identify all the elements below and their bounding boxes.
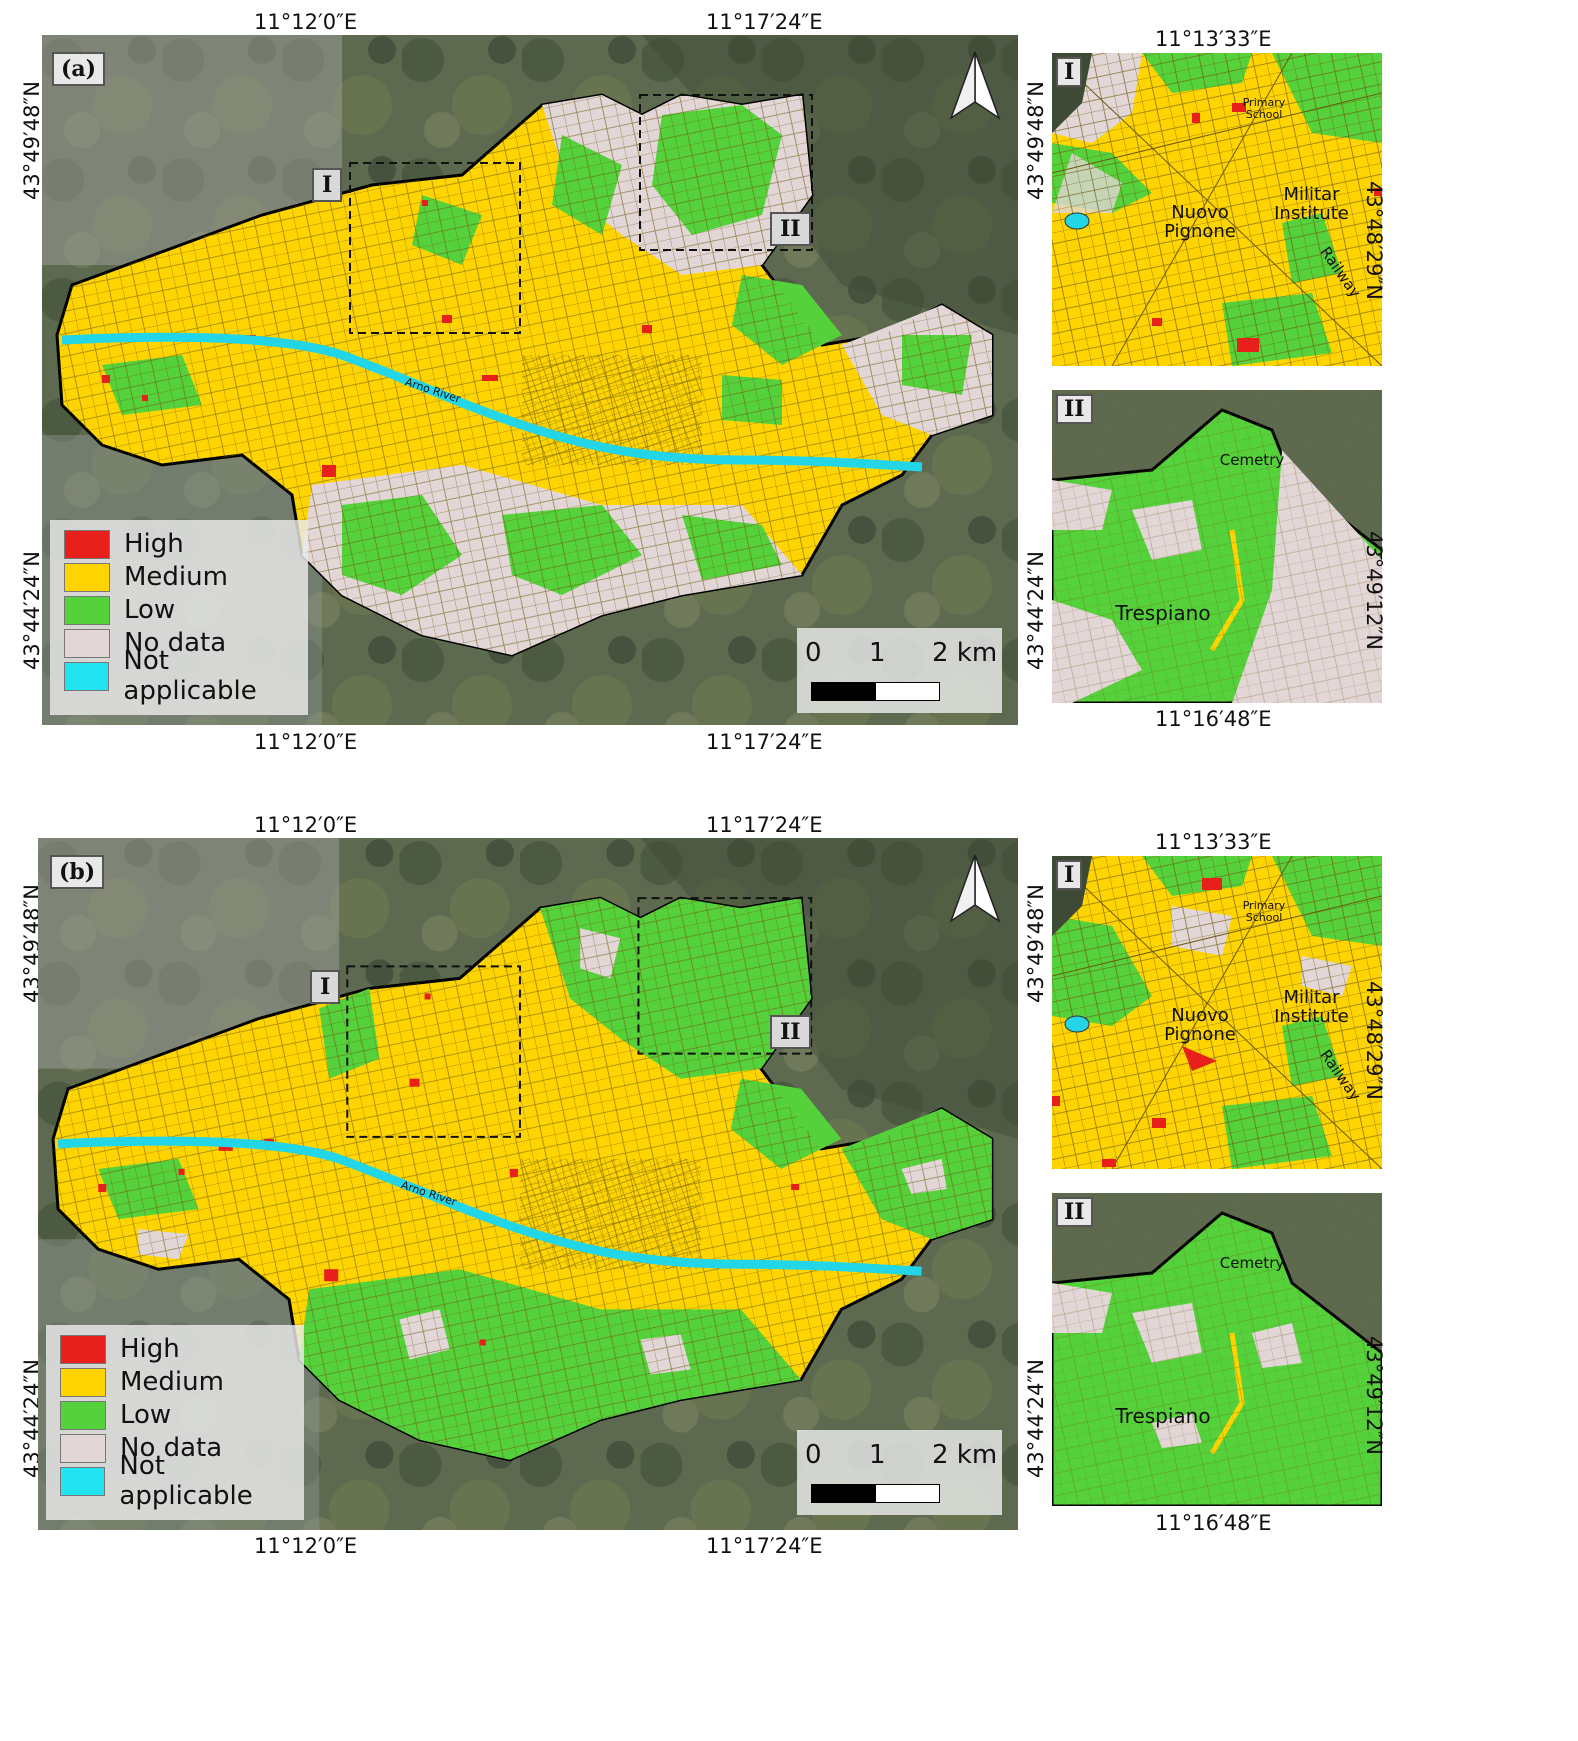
box-label-II: II [770, 1015, 811, 1049]
north-arrow-icon [947, 853, 1003, 923]
scale-label-0: 0 [805, 638, 822, 668]
legend-label: High [120, 1334, 180, 1364]
place-cemetry: Cemetry [1219, 451, 1285, 469]
inset-I-top-coord: 11°13′33″E [1155, 830, 1272, 854]
legend-swatch [64, 529, 110, 559]
place-trespiano: Trespiano [1115, 1404, 1211, 1428]
place-nuovo-pignone: Nuovo Pignone [1164, 202, 1236, 242]
inset-I-map-b[interactable]: I Primary School Militar Institute Nuovo… [1052, 856, 1382, 1169]
scale-label-2: 2 km [932, 638, 998, 668]
legend-label: Not applicable [123, 646, 257, 706]
inset-II-label: II [1056, 1197, 1093, 1227]
place-nuovo-pignone: Nuovo Pignone [1164, 1005, 1236, 1045]
legend-item-medium: Medium [64, 561, 228, 593]
inset-I-map-a[interactable]: I Primary School Militar Institute Nuovo… [1052, 53, 1382, 366]
inset-I-top-coord: 11°13′33″E [1155, 27, 1272, 51]
place-primary-school: Primary School [1242, 96, 1286, 121]
inset-II-label: II [1056, 394, 1093, 424]
box-label-I: I [310, 970, 341, 1004]
legend-label: No data [124, 628, 227, 658]
left-lat-label-2: 43°44′24″N [20, 551, 44, 670]
scale-bar-a: 0 1 2 km [797, 628, 1002, 713]
place-cemetry: Cemetry [1219, 1254, 1285, 1272]
legend-item-no-data: No data [64, 627, 226, 659]
inset-II-bottom-coord: 11°16′48″E [1155, 1511, 1272, 1535]
scale-label-2: 2 km [932, 1440, 998, 1470]
left-lat-label-1: 43°49′48″N [20, 81, 44, 200]
scale-segment-black [811, 682, 877, 701]
legend-label: Low [124, 595, 176, 625]
bottom-lon-label-1: 11°12′0″E [254, 1534, 358, 1558]
top-lon-label-2: 11°17′24″E [706, 10, 823, 34]
panel-label-a: (a) [52, 52, 106, 86]
scale-label-0: 0 [805, 1440, 822, 1470]
panel-label-b: (b) [50, 855, 105, 889]
inset-I-label: I [1056, 57, 1083, 87]
inset-II-right-coord: 43°49′12″N [1362, 531, 1386, 650]
inset-I-right-coord: 43°48′29″N [1362, 981, 1386, 1100]
legend-a: High Medium Low No data Not applicable [50, 520, 308, 715]
legend-label: No data [120, 1433, 223, 1463]
inset-I-label: I [1056, 860, 1083, 890]
right-lat-label-2: 43°44′24″N [1024, 551, 1048, 670]
legend-label: Low [120, 1400, 172, 1430]
box-label-I: I [312, 168, 343, 202]
bottom-lon-label-2: 11°17′24″E [706, 730, 823, 754]
top-lon-label-1: 11°12′0″E [254, 10, 358, 34]
legend-swatch [64, 595, 110, 625]
legend-b: High Medium Low No data Not applicable [46, 1325, 304, 1520]
legend-label: Medium [124, 562, 228, 592]
scale-segment-white [875, 682, 940, 701]
bottom-lon-label-2: 11°17′24″E [706, 1534, 823, 1558]
place-primary-school: Primary School [1242, 899, 1286, 924]
inset-II-map-b[interactable]: II Cemetry Trespiano [1052, 1193, 1382, 1506]
right-lat-label-2: 43°44′24″N [1024, 1359, 1048, 1478]
legend-item-high: High [64, 528, 184, 560]
right-lat-label-1: 43°49′48″N [1024, 884, 1048, 1003]
inset-II-right-coord: 43°49′12″N [1362, 1336, 1386, 1455]
legend-swatch [60, 1367, 106, 1397]
legend-item-not-applicable: Not applicable [60, 1451, 304, 1511]
place-militar-institute: Militar Institute [1274, 184, 1349, 224]
legend-swatch [64, 628, 110, 658]
top-lon-label-2: 11°17′24″E [706, 813, 823, 837]
box-label-II: II [770, 212, 811, 246]
right-lat-label-1: 43°49′48″N [1024, 81, 1048, 200]
scale-segment-white [875, 1484, 940, 1503]
legend-item-high: High [60, 1333, 180, 1365]
place-militar-institute: Militar Institute [1274, 987, 1349, 1027]
legend-swatch [60, 1334, 106, 1364]
scale-segment-black [811, 1484, 877, 1503]
north-arrow-icon [947, 50, 1003, 120]
legend-swatch [64, 661, 110, 691]
legend-swatch [60, 1400, 106, 1430]
place-trespiano: Trespiano [1115, 601, 1211, 625]
legend-swatch [60, 1433, 106, 1463]
legend-swatch [64, 562, 110, 592]
legend-label: Not applicable [119, 1451, 253, 1511]
scale-label-1: 1 [869, 1440, 886, 1470]
bottom-lon-label-1: 11°12′0″E [254, 730, 358, 754]
legend-label: Medium [120, 1367, 224, 1397]
inset-I-right-coord: 43°48′29″N [1362, 181, 1386, 300]
legend-item-not-applicable: Not applicable [64, 646, 308, 706]
inset-II-map-a[interactable]: II Cemetry Trespiano [1052, 390, 1382, 703]
legend-item-low: Low [60, 1399, 171, 1431]
top-lon-label-1: 11°12′0″E [254, 813, 358, 837]
legend-item-no-data: No data [60, 1432, 222, 1464]
scale-label-1: 1 [869, 638, 886, 668]
legend-swatch [60, 1466, 106, 1496]
legend-label: High [124, 529, 184, 559]
legend-item-low: Low [64, 594, 175, 626]
scale-bar-b: 0 1 2 km [797, 1430, 1002, 1515]
legend-item-medium: Medium [60, 1366, 224, 1398]
inset-II-bottom-coord: 11°16′48″E [1155, 707, 1272, 731]
